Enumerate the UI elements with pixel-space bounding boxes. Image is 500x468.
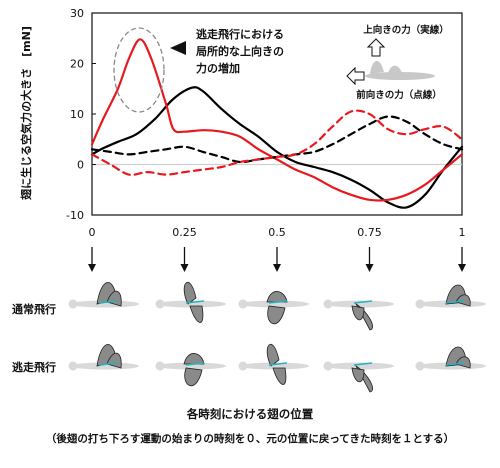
x-tick-label: 0.75 (357, 226, 382, 239)
annotation-line: 力の増加 (196, 61, 240, 75)
down-arrow-head-icon (458, 264, 466, 272)
down-arrow-head-icon (273, 264, 281, 272)
wing-illustration-icon (323, 299, 394, 331)
up-arrow-icon (366, 38, 386, 57)
plot-frame (91, 12, 463, 216)
wing-illustrations (68, 281, 486, 393)
wing-illustration-icon (415, 346, 486, 371)
y-tick-label: -10 (66, 209, 84, 222)
y-tick-label: 20 (70, 58, 84, 71)
annotation-line: 局所的な上向きの (195, 44, 284, 58)
wing-illustration-icon (155, 353, 226, 387)
legend-up-label: 上向きの力（実線） (363, 24, 449, 36)
wing-illustration-icon (68, 344, 139, 371)
wing-illustration-icon (323, 361, 394, 393)
down-arrow-head-icon (180, 264, 189, 272)
x-axis-note: （後翅の打ち下ろす運動の始まりの時刻を０、元の位置に戻ってきた時刻を１とする） (46, 432, 454, 445)
x-tick-label: 1 (459, 226, 466, 239)
down-arrow-head-icon (365, 264, 374, 272)
y-axis-label: 翅に生じる空気力の大きさ [mN] (19, 26, 33, 201)
down-arrow-head-icon (88, 264, 96, 272)
x-tick-label: 0.25 (172, 226, 197, 239)
wing-illustration-icon (155, 281, 226, 323)
row-label-normal-flight: 通常飛行 (12, 302, 56, 316)
insect-silhouette-icon (365, 60, 435, 80)
row-label-escape-flight: 逃走飛行 (12, 360, 56, 374)
series-escape-up-solid (90, 38, 464, 202)
annotation-line: 逃走飛行における (196, 27, 284, 41)
legend-forward-label: 前向きの力（点線） (356, 89, 442, 101)
series-escape-forward-dashed (90, 109, 464, 176)
annotation-pointer-icon (170, 41, 186, 55)
series-normal-forward-dashed (90, 115, 464, 164)
x-tick-label: 0.5 (268, 226, 286, 239)
y-tick-label: 30 (70, 7, 84, 20)
x-ticks: 0 0.25 0.5 0.75 1 (89, 226, 466, 239)
forward-arrow-icon (346, 66, 365, 86)
wing-illustration-icon (238, 291, 309, 325)
series-normal-up-solid (90, 86, 464, 209)
x-axis-label: 各時刻における翅の位置 (186, 407, 314, 421)
wing-illustration-icon (415, 284, 486, 309)
x-tick-label: 0 (89, 226, 96, 239)
annotation-ellipse (113, 27, 165, 113)
wing-illustration-icon (68, 282, 139, 309)
series-group (90, 38, 464, 209)
y-ticks: -10 0 10 20 30 (66, 7, 96, 222)
y-tick-label: 0 (77, 159, 84, 172)
y-tick-label: 10 (70, 108, 84, 121)
down-arrows (88, 247, 466, 272)
wing-illustration-icon (238, 343, 309, 385)
